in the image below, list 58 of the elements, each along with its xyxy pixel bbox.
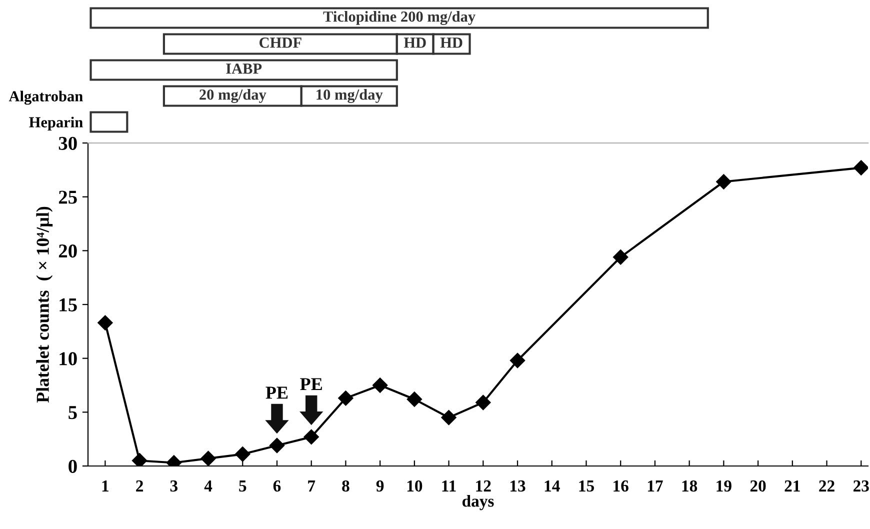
x-tick-label: 12 bbox=[476, 480, 491, 492]
point bbox=[476, 394, 491, 410]
x-tick-label: 2 bbox=[136, 480, 143, 492]
x-tick-label: 3 bbox=[170, 480, 178, 492]
x-tick-label: 10 bbox=[407, 480, 422, 492]
point bbox=[132, 453, 148, 466]
x-tick-label: 14 bbox=[544, 480, 560, 492]
y-tick-label: Algatroban bbox=[8, 90, 83, 105]
x-tick-label: 1 bbox=[102, 480, 108, 492]
x-tick-label: 19 bbox=[716, 480, 732, 492]
x-tick-label: 8 bbox=[342, 480, 350, 492]
x-tick-label: 21 bbox=[784, 480, 800, 492]
series-label: CHDF bbox=[260, 38, 302, 48]
point bbox=[338, 390, 354, 406]
y-axis-title: Platelet counts ( × 10⁴/μl) bbox=[36, 206, 53, 403]
y-tick-label: 20 bbox=[58, 244, 77, 258]
x-tick-label: 9 bbox=[376, 480, 384, 492]
point bbox=[200, 450, 216, 466]
point bbox=[716, 174, 732, 190]
point bbox=[406, 392, 422, 407]
point bbox=[372, 378, 388, 393]
y-tick-label: 25 bbox=[58, 190, 77, 204]
x-tick-label: 23 bbox=[853, 480, 869, 492]
series-label: Ticlopidine 200 mg/day bbox=[323, 11, 476, 25]
annotation: PE bbox=[266, 386, 288, 399]
series-label: IABP bbox=[226, 64, 262, 74]
x-tick-label: 16 bbox=[614, 480, 628, 492]
x-tick-label: 22 bbox=[819, 480, 834, 492]
x-tick-label: 5 bbox=[239, 480, 246, 492]
y-tick-label: 5 bbox=[68, 406, 77, 420]
y-tick-label: 0 bbox=[68, 460, 77, 473]
x-tick-label: 18 bbox=[682, 480, 698, 492]
x-axis-title: days bbox=[462, 495, 494, 510]
x-tick-label: 15 bbox=[579, 480, 594, 492]
x-tick-label: 11 bbox=[442, 480, 456, 492]
x-tick-label: 6 bbox=[273, 480, 281, 492]
y-tick-label: 10 bbox=[60, 352, 77, 366]
series-label: HD bbox=[404, 38, 426, 48]
y-tick-label: Heparin bbox=[29, 116, 83, 131]
series-label: 10 mg/day bbox=[316, 89, 383, 103]
point bbox=[854, 160, 868, 176]
x-tick-label: 20 bbox=[750, 480, 766, 492]
point bbox=[304, 429, 319, 444]
series-label: 20 mg/day bbox=[200, 89, 266, 103]
point bbox=[441, 410, 456, 426]
y-tick-label: 30 bbox=[58, 136, 77, 150]
annotation: PE bbox=[300, 378, 322, 390]
point bbox=[613, 250, 628, 265]
x-tick-label: 7 bbox=[308, 480, 316, 492]
point bbox=[510, 352, 526, 368]
point bbox=[269, 438, 285, 454]
point bbox=[98, 315, 113, 330]
x-tick-label: 4 bbox=[204, 480, 212, 492]
x-tick-label: 17 bbox=[648, 480, 663, 492]
y-tick-label: 15 bbox=[60, 298, 77, 312]
series-label: HD bbox=[440, 38, 462, 48]
x-tick-label: 13 bbox=[510, 480, 526, 492]
point bbox=[235, 446, 250, 462]
